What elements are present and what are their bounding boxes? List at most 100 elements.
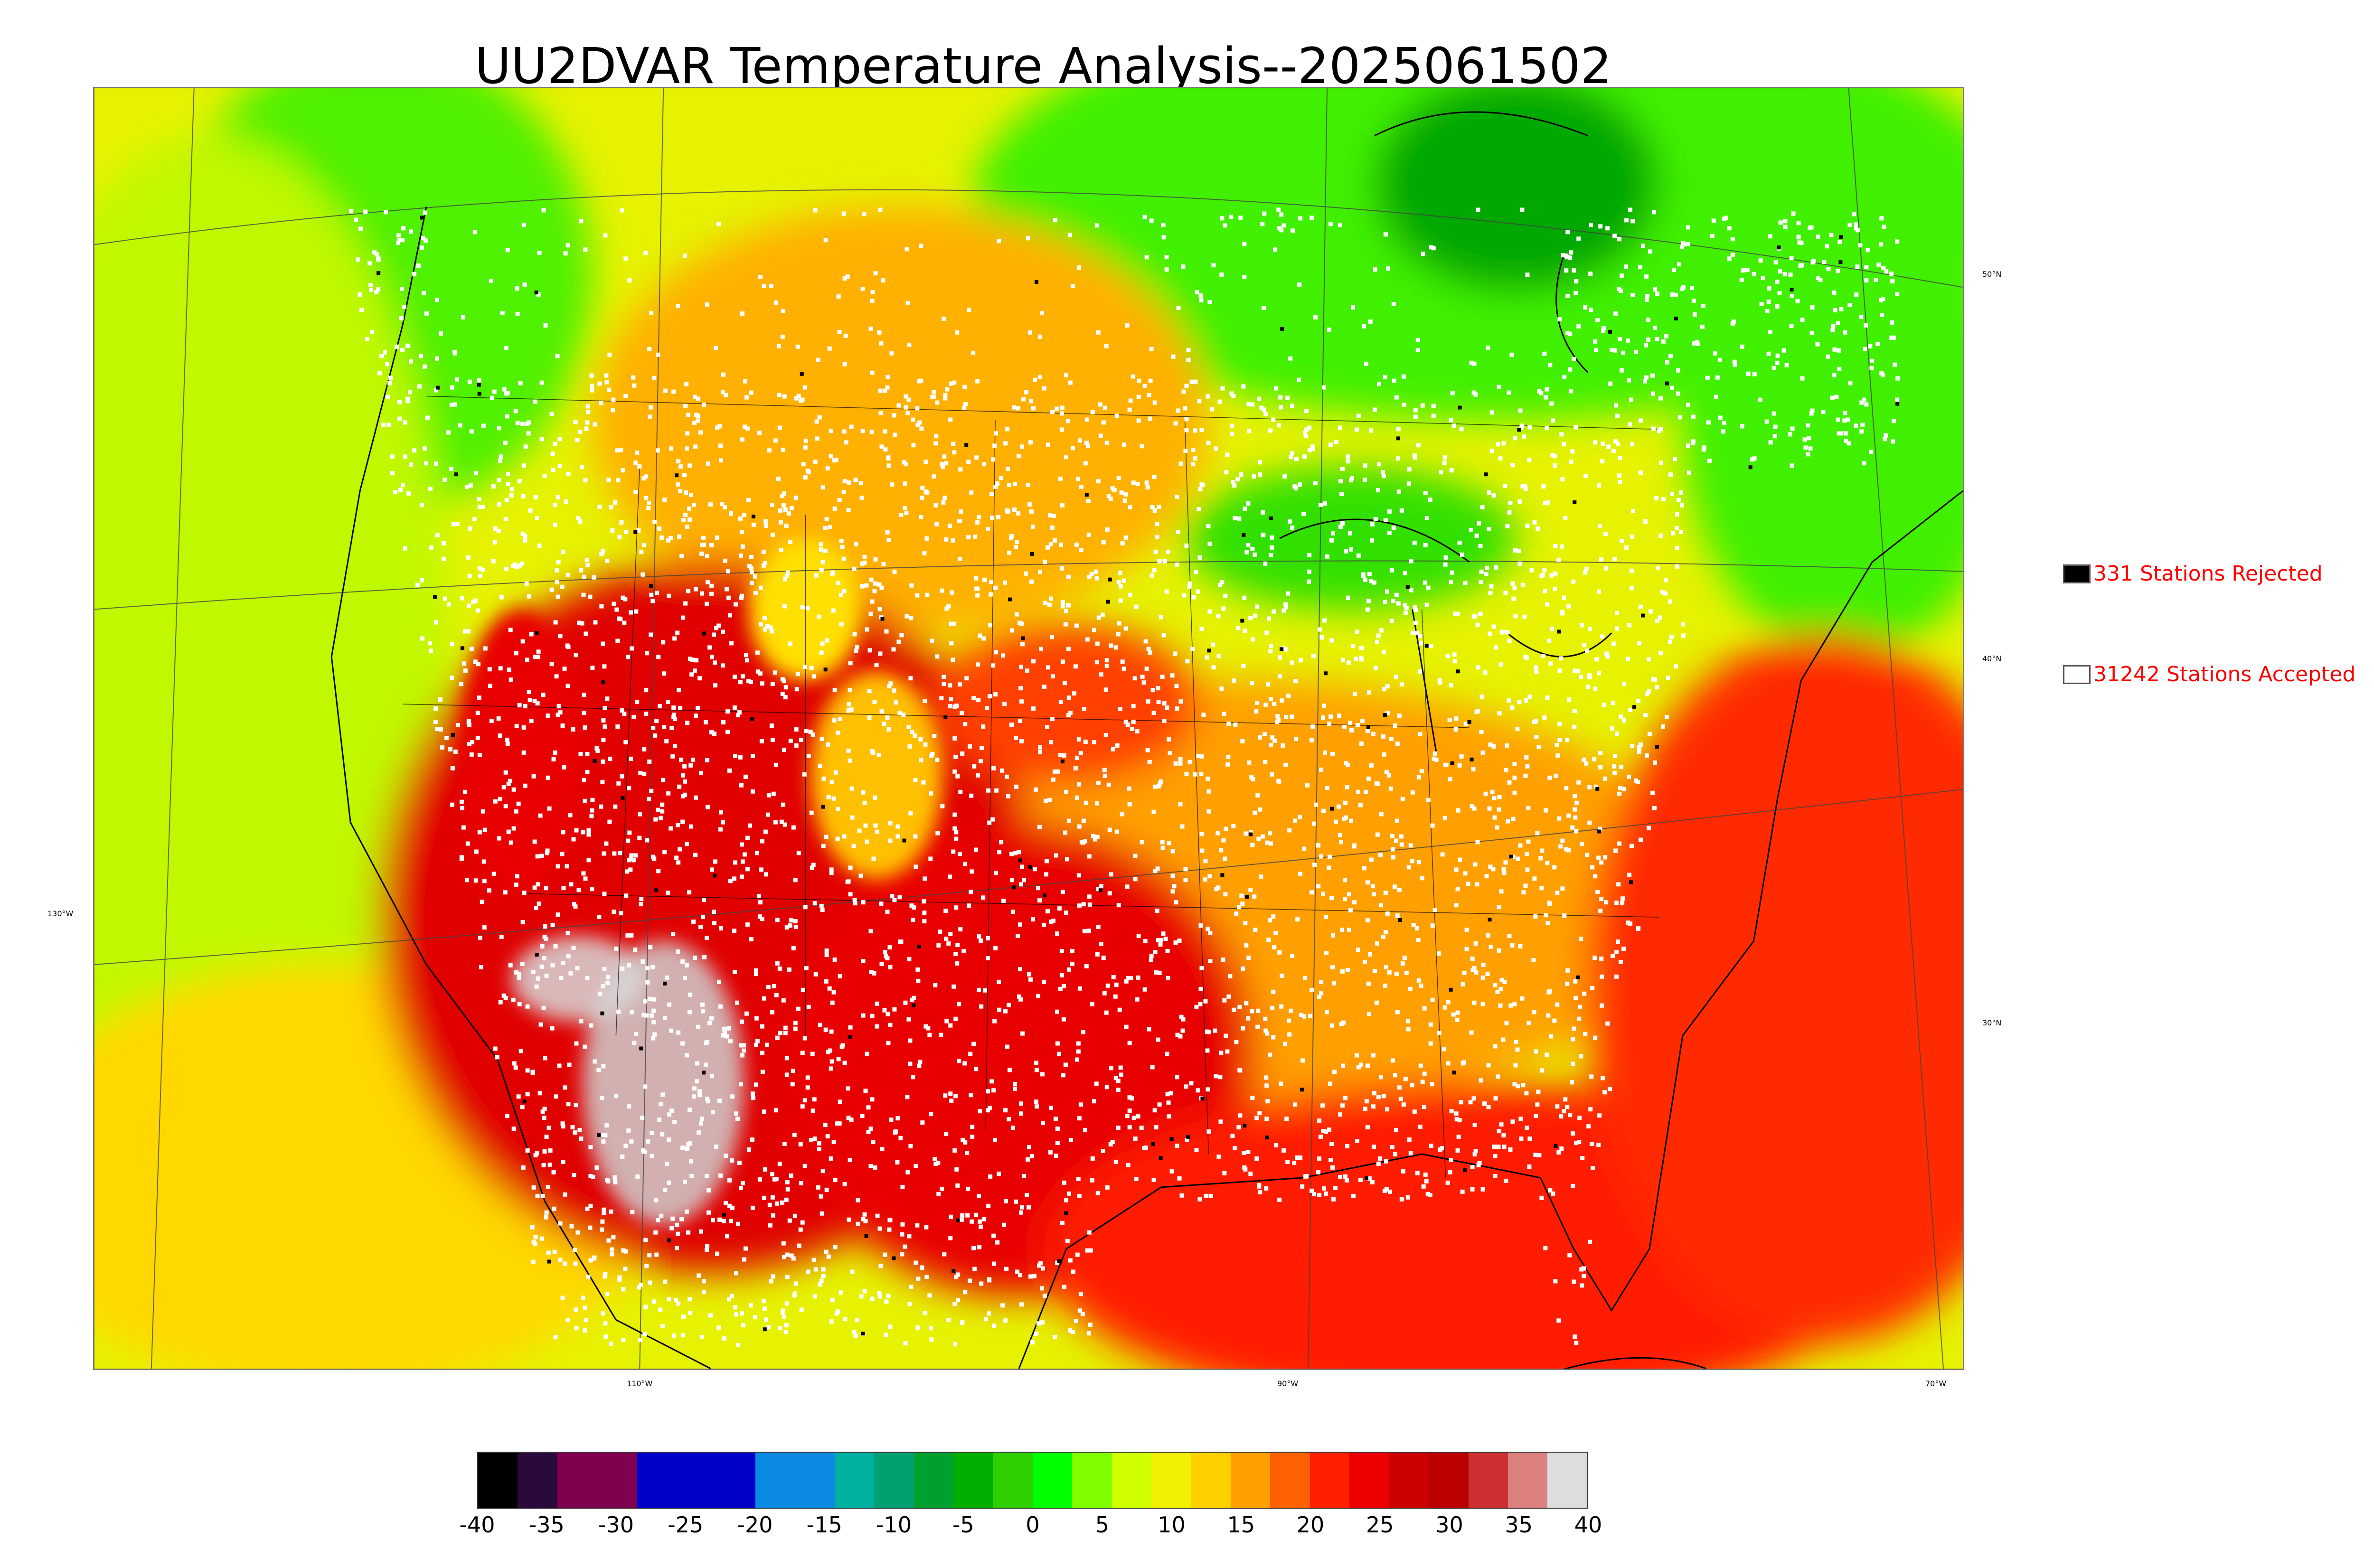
station-accepted — [821, 1274, 826, 1278]
temperature-analysis-map[interactable] — [93, 87, 1964, 1370]
station-accepted — [637, 464, 642, 469]
station-accepted — [1525, 867, 1530, 872]
station-accepted — [482, 827, 487, 832]
station-accepted — [590, 798, 595, 802]
station-accepted — [1008, 1068, 1012, 1072]
station-accepted — [443, 596, 447, 601]
station-accepted — [1086, 1331, 1091, 1336]
station-accepted — [924, 1225, 929, 1230]
station-accepted — [997, 979, 1001, 984]
station-accepted — [609, 1209, 613, 1214]
station-accepted — [465, 841, 470, 846]
station-accepted — [1222, 1171, 1227, 1175]
station-accepted — [1644, 375, 1649, 380]
station-accepted — [956, 1298, 961, 1303]
station-accepted — [1431, 246, 1436, 251]
station-accepted — [1266, 682, 1271, 687]
station-accepted — [1011, 910, 1016, 914]
station-accepted — [521, 463, 526, 468]
station-accepted — [766, 1325, 771, 1330]
station-accepted — [999, 840, 1004, 845]
station-accepted — [711, 1110, 716, 1115]
station-accepted — [1593, 874, 1598, 879]
station-accepted — [785, 1180, 790, 1184]
station-accepted — [1634, 778, 1639, 783]
station-accepted — [1258, 1190, 1262, 1194]
station-accepted — [1047, 798, 1052, 802]
station-accepted — [865, 1052, 869, 1056]
station-accepted — [1412, 540, 1417, 545]
station-accepted — [1775, 360, 1780, 365]
station-accepted — [892, 569, 897, 574]
station-accepted — [605, 558, 610, 563]
station-accepted — [796, 851, 801, 855]
station-accepted — [463, 668, 468, 673]
station-accepted — [1588, 1239, 1592, 1244]
station-accepted — [617, 1277, 622, 1282]
station-accepted — [1730, 237, 1735, 242]
station-accepted — [1510, 463, 1515, 468]
station-accepted — [1418, 1125, 1423, 1129]
station-accepted — [685, 842, 689, 846]
station-accepted — [787, 967, 791, 972]
station-accepted — [683, 601, 688, 606]
station-accepted — [1520, 207, 1525, 212]
station-accepted — [665, 1161, 669, 1166]
station-accepted — [1356, 413, 1361, 418]
station-accepted — [1197, 399, 1202, 404]
station-accepted — [1185, 659, 1190, 664]
station-accepted — [842, 429, 847, 434]
station-accepted — [603, 1133, 608, 1138]
station-accepted — [580, 621, 584, 626]
station-accepted — [377, 371, 382, 376]
station-accepted — [958, 789, 963, 794]
station-accepted — [1196, 1088, 1200, 1093]
station-accepted — [1389, 736, 1394, 741]
station-accepted — [1133, 1136, 1138, 1141]
station-accepted — [523, 535, 528, 539]
station-accepted — [1403, 610, 1408, 615]
station-accepted — [1562, 442, 1566, 447]
station-accepted — [1199, 832, 1204, 836]
station-accepted — [508, 963, 513, 967]
station-accepted — [424, 311, 429, 316]
station-accepted — [853, 1333, 858, 1338]
station-accepted — [625, 869, 630, 874]
station-accepted — [1246, 955, 1251, 960]
station-accepted — [613, 804, 618, 809]
station-accepted — [549, 662, 554, 667]
station-accepted — [506, 482, 510, 487]
station-accepted — [438, 727, 443, 732]
station-accepted — [621, 1338, 626, 1343]
station-accepted — [988, 1106, 992, 1110]
station-accepted — [657, 1117, 662, 1122]
station-accepted — [505, 737, 509, 742]
station-accepted — [647, 501, 651, 506]
station-accepted — [1083, 739, 1088, 744]
station-accepted — [935, 831, 940, 836]
station-accepted — [940, 462, 944, 467]
station-accepted — [1561, 253, 1565, 258]
station-accepted — [896, 639, 901, 644]
station-accepted — [1175, 706, 1179, 711]
station-accepted — [1752, 272, 1756, 277]
station-accepted — [714, 626, 718, 630]
station-accepted — [549, 412, 554, 416]
station-rejected — [1265, 1136, 1269, 1140]
station-accepted — [1037, 898, 1042, 903]
station-accepted — [1836, 320, 1840, 325]
station-accepted — [1630, 743, 1635, 748]
station-accepted — [1028, 399, 1033, 404]
station-accepted — [916, 978, 921, 983]
station-accepted — [897, 711, 902, 715]
station-accepted — [1602, 326, 1606, 330]
station-accepted — [1370, 1180, 1375, 1184]
station-accepted — [688, 1108, 692, 1112]
colorbar-tick-label: -10 — [876, 1512, 912, 1538]
station-accepted — [1484, 572, 1488, 576]
station-accepted — [384, 210, 388, 215]
station-accepted — [1605, 226, 1610, 231]
station-accepted — [1367, 952, 1372, 957]
station-accepted — [565, 573, 570, 577]
station-accepted — [903, 481, 907, 486]
